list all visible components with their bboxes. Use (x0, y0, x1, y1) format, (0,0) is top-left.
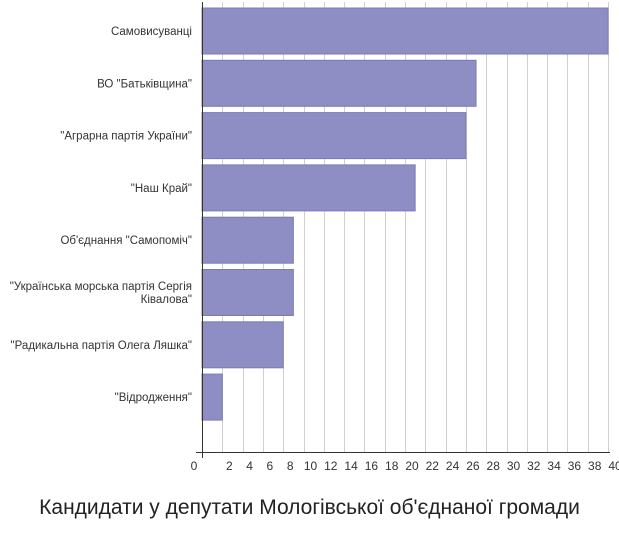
x-tick-label: 12 (324, 459, 338, 473)
x-tick-label: 28 (487, 459, 501, 473)
bar-4 (201, 216, 294, 264)
x-tick-label: 6 (267, 459, 274, 473)
x-tick-label: 30 (507, 459, 521, 473)
category-label: "Наш Край" (131, 183, 192, 195)
category-label: ВО "Батьківщина" (97, 78, 192, 90)
x-tick-label: 18 (385, 459, 399, 473)
x-tick-label: 38 (588, 459, 602, 473)
x-tick-label: 40 (608, 459, 619, 473)
x-tick-label: 10 (304, 459, 318, 473)
x-tick-label: 14 (344, 459, 358, 473)
bar-2 (201, 112, 467, 160)
x-tick-label: 2 (226, 459, 233, 473)
bar-0 (201, 7, 609, 55)
category-label: "Відродження" (115, 392, 192, 404)
x-tick-label: 26 (466, 459, 480, 473)
category-label: "Радикальна партія Олега Ляшка" (11, 340, 192, 352)
bar-1 (201, 59, 477, 107)
x-tick-label: 0 (191, 459, 198, 473)
category-label: Самовисуванці (111, 26, 192, 38)
x-tick-label: 34 (547, 459, 561, 473)
x-tick-label: 8 (287, 459, 294, 473)
x-tick-label: 16 (365, 459, 379, 473)
bar-chart: Самовисуванці ВО "Батьківщина" "Аграрна па… (10, 2, 619, 473)
bar-6 (201, 321, 284, 369)
x-tick-label: 20 (405, 459, 419, 473)
x-tick-label: 24 (446, 459, 460, 473)
category-label: Об'єднання "Самопоміч" (60, 235, 192, 247)
bar-7 (201, 373, 223, 421)
category-label: "Українська морська партія Сергія Ківалов… (10, 281, 192, 306)
category-label: "Аграрна партія України" (60, 131, 192, 143)
x-tick-label: 36 (568, 459, 582, 473)
x-tick-label: 22 (426, 459, 440, 473)
bar-5 (201, 269, 294, 316)
bar-3 (201, 164, 416, 212)
x-tick-label: 4 (246, 459, 253, 473)
chart-title: Кандидати у депутати Мологівської об'єдн… (39, 496, 580, 519)
x-tick-label: 32 (527, 459, 541, 473)
